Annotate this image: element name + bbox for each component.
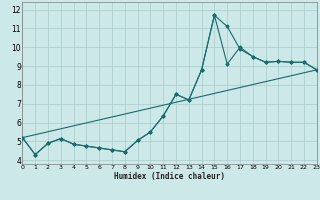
X-axis label: Humidex (Indice chaleur): Humidex (Indice chaleur) bbox=[114, 172, 225, 181]
